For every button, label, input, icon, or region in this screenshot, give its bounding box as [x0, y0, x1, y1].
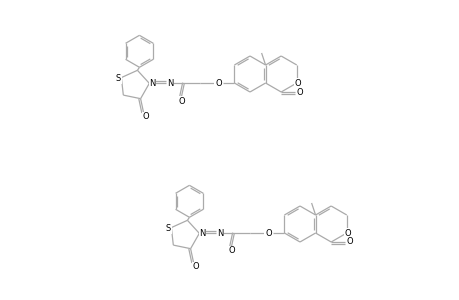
Text: N: N	[199, 229, 205, 238]
Text: O: O	[346, 238, 353, 247]
Text: S: S	[165, 224, 171, 233]
Text: O: O	[178, 97, 185, 106]
Text: O: O	[215, 79, 221, 88]
Text: N: N	[217, 229, 223, 238]
Text: N: N	[149, 79, 155, 88]
Text: O: O	[192, 262, 198, 271]
Text: O: O	[344, 229, 350, 238]
Text: O: O	[296, 88, 303, 97]
Text: O: O	[294, 79, 301, 88]
Text: S: S	[116, 74, 121, 83]
Text: N: N	[167, 79, 173, 88]
Text: O: O	[264, 229, 271, 238]
Text: O: O	[228, 247, 234, 256]
Text: O: O	[142, 112, 149, 121]
